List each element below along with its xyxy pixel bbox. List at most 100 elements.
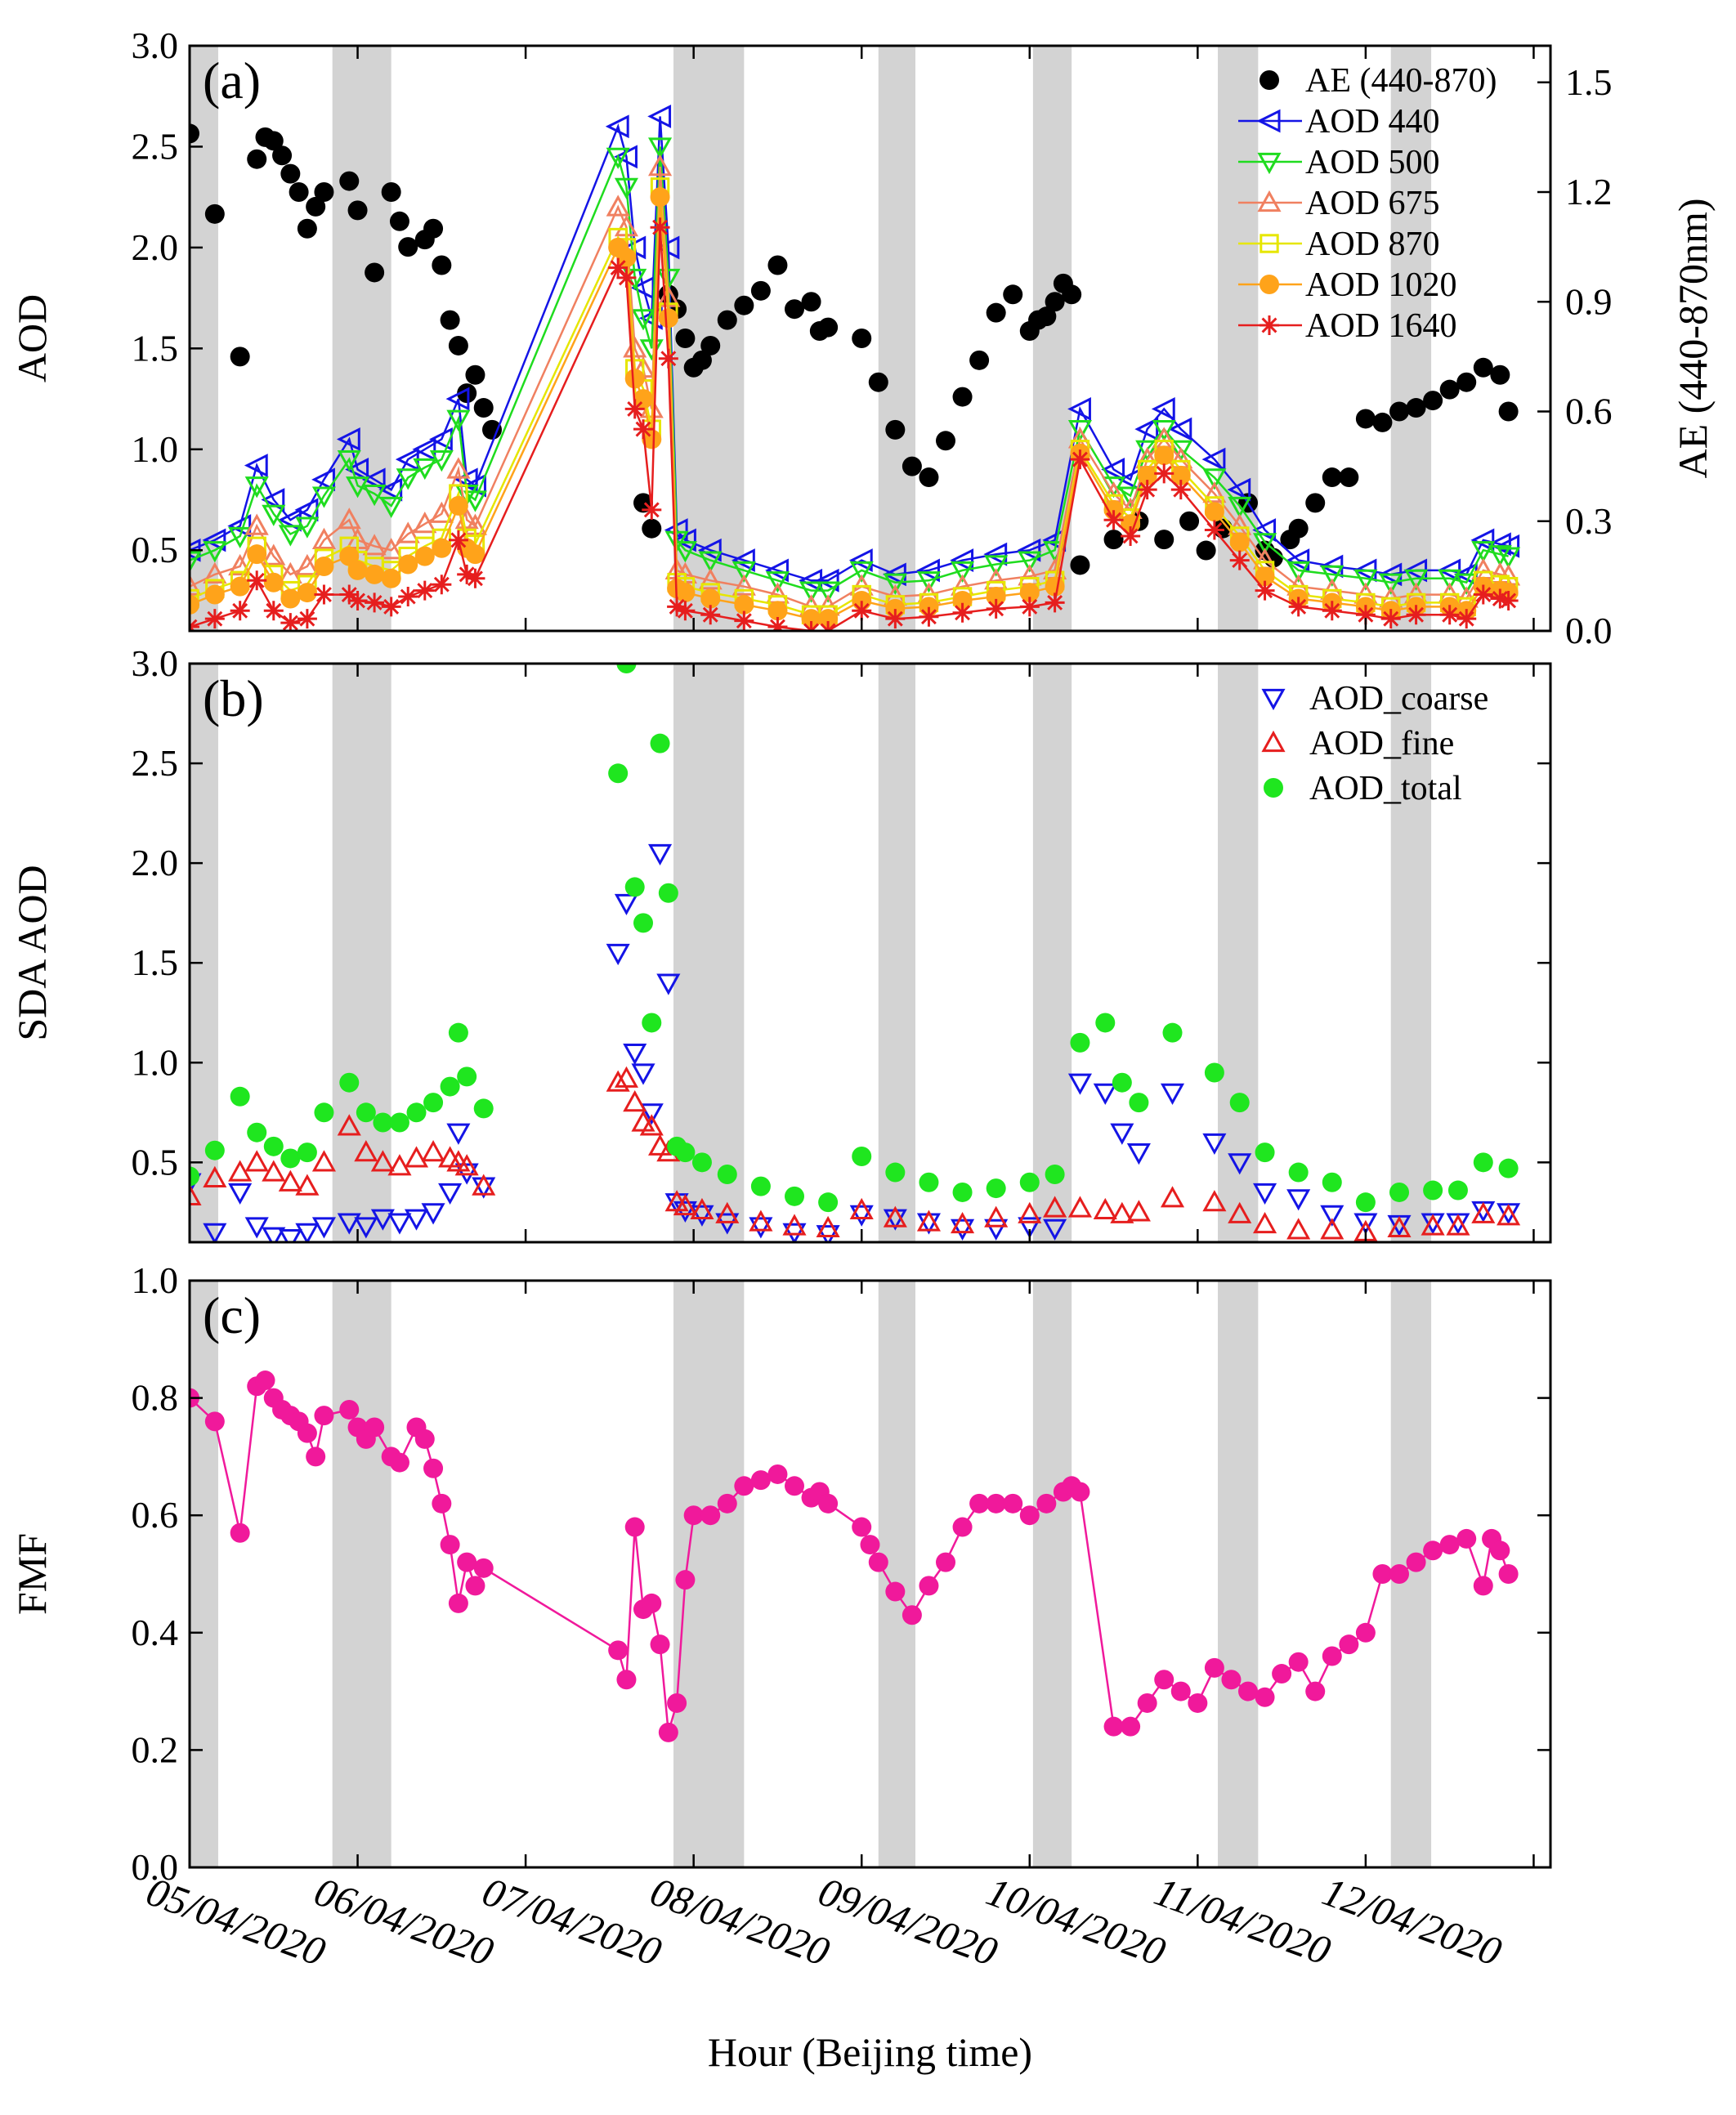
data-point <box>473 1098 494 1119</box>
data-point <box>700 1505 721 1526</box>
data-point <box>633 419 653 440</box>
data-point <box>244 1150 269 1172</box>
data-point <box>1456 1528 1477 1549</box>
legend-marker <box>1261 688 1286 711</box>
data-point <box>1404 569 1429 591</box>
data-point <box>1204 1657 1224 1678</box>
data-point <box>785 299 804 320</box>
data-point <box>255 1371 275 1391</box>
data-point <box>1447 1180 1468 1201</box>
data-point <box>339 584 360 605</box>
data-point <box>1126 1143 1151 1165</box>
data-point <box>1229 532 1250 552</box>
data-point <box>1018 1201 1042 1223</box>
data-point <box>734 610 754 631</box>
data-point <box>849 561 874 584</box>
data-point <box>616 664 637 673</box>
x-tick-label: 08/04/2020 <box>645 1868 835 1975</box>
series-aod-fine <box>190 1066 1521 1241</box>
data-point <box>916 571 941 593</box>
data-point <box>936 431 955 451</box>
x-tick-label: 05/04/2020 <box>141 1868 331 1975</box>
shaded-band <box>1218 664 1259 1242</box>
legend-label: AOD 675 <box>1305 185 1440 222</box>
data-point <box>883 573 907 595</box>
data-point <box>1286 548 1310 573</box>
legend-marker <box>1259 275 1279 294</box>
data-point <box>428 427 453 451</box>
data-point <box>1454 573 1479 595</box>
data-point <box>816 1215 840 1238</box>
data-point <box>1288 1162 1309 1183</box>
data-point <box>919 467 939 488</box>
data-point <box>1202 468 1227 490</box>
plot-frame <box>188 44 1552 633</box>
legend-label: AOD_coarse <box>1309 680 1488 718</box>
plot-frame <box>188 1279 1552 1869</box>
series-aod-total <box>190 664 1519 1213</box>
data-point <box>1389 1182 1409 1202</box>
data-point <box>1322 1172 1342 1192</box>
data-point <box>1339 1634 1359 1655</box>
data-point <box>190 594 199 615</box>
data-point <box>1473 1576 1493 1596</box>
data-point <box>204 203 225 224</box>
data-point <box>698 551 723 573</box>
data-point <box>347 200 368 221</box>
data-point <box>1286 561 1311 584</box>
series-line <box>190 116 1509 582</box>
data-point <box>389 1452 409 1473</box>
data-point <box>204 1411 225 1432</box>
data-point <box>951 1211 975 1234</box>
data-point <box>362 485 387 507</box>
legend-marker <box>1259 70 1279 90</box>
data-point <box>885 419 906 440</box>
data-point <box>916 558 940 583</box>
data-point <box>1471 541 1496 563</box>
data-point <box>1355 1192 1376 1213</box>
data-point <box>203 1223 227 1242</box>
data-point <box>785 1476 804 1496</box>
data-point <box>365 1417 385 1438</box>
data-point <box>902 456 922 476</box>
data-point <box>1288 518 1309 539</box>
data-point <box>1355 605 1376 625</box>
data-point <box>280 163 301 184</box>
data-point <box>700 588 721 609</box>
data-point <box>648 1134 673 1156</box>
data-point <box>432 538 452 558</box>
data-point <box>1353 1213 1378 1235</box>
data-point <box>952 387 973 407</box>
data-point <box>190 123 199 144</box>
data-point <box>204 609 225 629</box>
data-point <box>1093 1083 1117 1105</box>
data-point <box>1170 1681 1191 1701</box>
data-point <box>262 543 286 566</box>
data-point <box>860 1535 880 1555</box>
data-point <box>936 1552 955 1572</box>
data-point <box>675 329 696 348</box>
data-point <box>454 1154 479 1176</box>
data-point <box>1322 1646 1342 1666</box>
data-point <box>673 1193 697 1216</box>
data-point <box>230 1086 250 1107</box>
data-point <box>362 534 387 556</box>
data-point <box>658 1722 678 1742</box>
data-point <box>262 1160 286 1182</box>
data-point <box>337 1213 361 1235</box>
y-tick-label: 3.0 <box>132 25 179 66</box>
data-point <box>413 458 437 481</box>
plot-area <box>190 664 1521 1242</box>
data-point <box>749 1210 773 1232</box>
data-point <box>1498 1564 1519 1584</box>
data-point <box>438 1183 463 1205</box>
data-point <box>675 1142 696 1163</box>
data-point <box>1372 412 1393 432</box>
data-point <box>885 1581 906 1602</box>
shaded-band <box>878 1281 915 1867</box>
y-tick-label: 0.5 <box>132 1141 179 1183</box>
data-point <box>1179 511 1200 531</box>
data-point <box>446 409 471 431</box>
data-point <box>289 182 309 202</box>
data-point <box>1151 396 1175 421</box>
